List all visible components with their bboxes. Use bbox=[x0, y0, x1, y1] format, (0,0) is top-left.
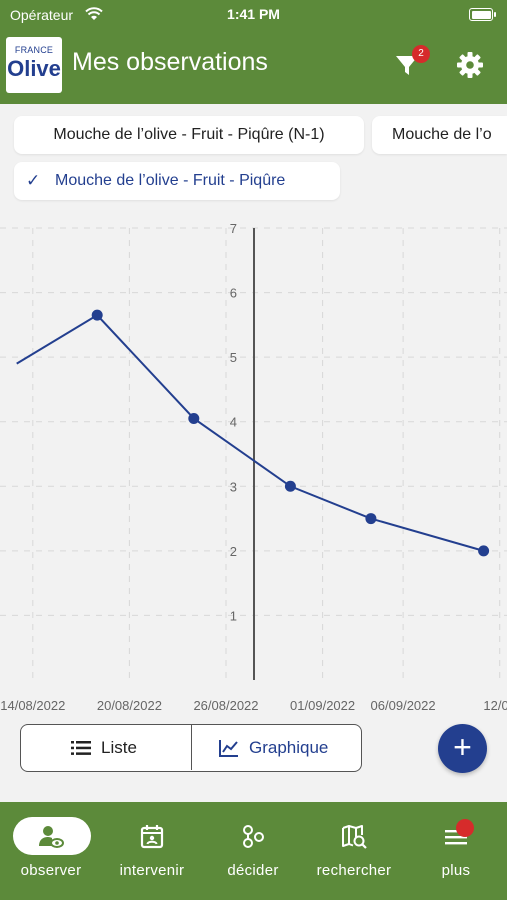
data-point bbox=[284, 480, 296, 492]
data-point bbox=[188, 412, 200, 424]
list-view-label: Liste bbox=[101, 738, 137, 757]
nav-label: plus bbox=[441, 862, 471, 879]
app-header bbox=[0, 30, 507, 104]
filter-chip-partial[interactable]: Mouche de l’o bbox=[372, 116, 507, 154]
nav-plus[interactable]: plus bbox=[406, 802, 506, 900]
y-tick-label: 4 bbox=[230, 415, 237, 430]
gear-icon bbox=[457, 52, 483, 78]
logo-main-text: Olive bbox=[7, 56, 61, 81]
menu-icon bbox=[445, 830, 467, 845]
page-title: Mes observations bbox=[72, 48, 268, 76]
list-icon bbox=[71, 741, 91, 755]
y-tick-label: 3 bbox=[230, 479, 237, 494]
bottom-navigation: observer intervenir décider rechercher bbox=[0, 802, 507, 900]
plus-icon: + bbox=[453, 729, 472, 765]
status-bar: Opérateur 1:41 PM bbox=[0, 0, 507, 30]
chip-label: Mouche de l’olive - Fruit - Piqûre (N-1) bbox=[53, 126, 325, 143]
carrier-label: Opérateur bbox=[10, 7, 74, 23]
add-observation-button[interactable]: + bbox=[438, 724, 487, 773]
series-line bbox=[16, 313, 484, 552]
filter-icon bbox=[396, 56, 418, 75]
view-toggle: Liste Graphique bbox=[20, 724, 362, 772]
y-tick-label: 7 bbox=[230, 221, 237, 236]
x-tick-label: 20/08/2022 bbox=[97, 698, 162, 713]
settings-button[interactable] bbox=[454, 49, 486, 81]
data-point bbox=[91, 309, 103, 321]
nav-decider[interactable]: décider bbox=[203, 802, 303, 900]
clock: 1:41 PM bbox=[227, 6, 280, 22]
active-indicator bbox=[13, 817, 91, 855]
decide-icon bbox=[243, 825, 264, 848]
filter-button[interactable] bbox=[392, 50, 422, 80]
chart-view-button[interactable]: Graphique bbox=[193, 725, 361, 770]
france-olive-logo: FRANCE Olive bbox=[6, 37, 62, 93]
nav-observer[interactable]: observer bbox=[1, 802, 101, 900]
data-point bbox=[478, 545, 490, 557]
filter-chip-n-1[interactable]: Mouche de l’olive - Fruit - Piqûre (N-1) bbox=[14, 116, 364, 154]
y-tick-label: 5 bbox=[230, 350, 237, 365]
x-tick-label: 14/08/2022 bbox=[0, 698, 65, 713]
x-tick-label: 06/09/2022 bbox=[371, 698, 436, 713]
y-tick-label: 2 bbox=[230, 544, 237, 559]
filter-chip-selected[interactable]: ✓ Mouche de l’olive - Fruit - Piqûre bbox=[14, 162, 340, 200]
nav-rechercher[interactable]: rechercher bbox=[304, 802, 404, 900]
nav-intervenir[interactable]: intervenir bbox=[102, 802, 202, 900]
chip-label: Mouche de l’olive - Fruit - Piqûre bbox=[55, 172, 286, 189]
check-icon: ✓ bbox=[26, 171, 41, 190]
nav-label: observer bbox=[20, 862, 82, 879]
observation-chart[interactable]: 1 2 3 4 5 6 7 14/08/2022 20/08/2022 26/08/2022 01/… bbox=[0, 215, 507, 715]
map-search-icon bbox=[342, 825, 367, 849]
nav-label: intervenir bbox=[119, 862, 185, 879]
wifi-icon bbox=[85, 7, 103, 20]
nav-label: décider bbox=[227, 862, 279, 879]
list-view-button[interactable]: Liste bbox=[21, 725, 192, 770]
x-tick-label: 26/08/2022 bbox=[193, 698, 258, 713]
x-tick-label: 01/09/2022 bbox=[290, 698, 355, 713]
chip-label: Mouche de l’o bbox=[392, 126, 492, 143]
calendar-icon bbox=[140, 825, 164, 849]
chart-view-label: Graphique bbox=[249, 738, 329, 757]
logo-top-text: FRANCE bbox=[14, 45, 54, 55]
data-point bbox=[365, 513, 377, 525]
nav-label: rechercher bbox=[316, 862, 392, 879]
chart-line-icon bbox=[219, 740, 238, 757]
notification-dot bbox=[456, 819, 474, 837]
y-tick-label: 6 bbox=[230, 286, 237, 301]
battery-icon bbox=[469, 8, 496, 21]
filter-count-badge: 2 bbox=[412, 45, 430, 63]
x-tick-label: 12/09 bbox=[483, 698, 507, 713]
observer-icon bbox=[39, 826, 64, 848]
y-tick-label: 1 bbox=[230, 608, 237, 623]
